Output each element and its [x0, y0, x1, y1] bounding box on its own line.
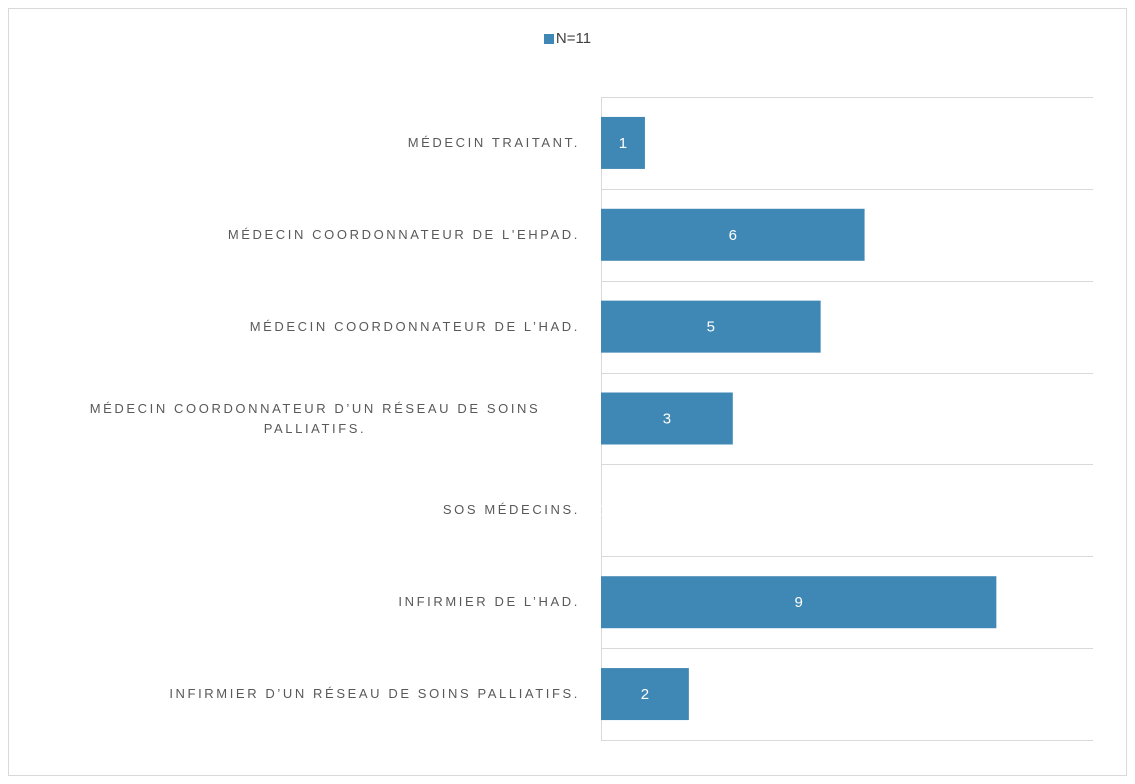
data-label: 3 [663, 410, 671, 427]
data-label: 9 [795, 594, 803, 611]
category-label-box: MÉDECIN COORDONNATEUR DE L'EHPAD. [228, 205, 580, 265]
category-label: MÉDECIN TRAITANT. [407, 134, 580, 150]
bar [601, 576, 997, 629]
legend-swatch [543, 33, 554, 44]
data-label: 1 [619, 135, 627, 152]
category-label: SOS MÉDECINS. [442, 502, 580, 518]
category-label: MÉDECIN COORDONNATEUR D’UN RÉSEAU DE SOI… [89, 400, 541, 436]
category-label-box: MÉDECIN TRAITANT. [408, 113, 580, 173]
data-label: 5 [707, 319, 715, 336]
bar [601, 668, 689, 721]
data-label: 0 [597, 502, 605, 519]
category-label-box: INFIRMIER DE L’HAD. [398, 572, 580, 632]
bar [601, 300, 821, 353]
category-label: INFIRMIER DE L’HAD. [398, 594, 580, 610]
bar [601, 208, 865, 261]
data-label: 6 [729, 227, 737, 244]
chart-border [8, 8, 1127, 776]
legend: N=11 [0, 30, 1135, 47]
data-label: 2 [641, 686, 649, 703]
legend-label: N=11 [555, 30, 592, 47]
bar [601, 116, 645, 169]
category-label-box: INFIRMIER D’UN RÉSEAU DE SOINS PALLIATIF… [169, 664, 580, 724]
category-label: INFIRMIER D’UN RÉSEAU DE SOINS PALLIATIF… [169, 686, 580, 702]
category-label: MÉDECIN COORDONNATEUR DE L’HAD. [249, 318, 580, 334]
bar [601, 392, 733, 445]
category-label-box: MÉDECIN COORDONNATEUR DE L’HAD. [250, 297, 580, 357]
category-label-box: SOS MÉDECINS. [443, 480, 580, 540]
category-label-box: MÉDECIN COORDONNATEUR D’UN RÉSEAU DE SOI… [50, 389, 580, 449]
category-label: MÉDECIN COORDONNATEUR DE L'EHPAD. [227, 226, 580, 242]
